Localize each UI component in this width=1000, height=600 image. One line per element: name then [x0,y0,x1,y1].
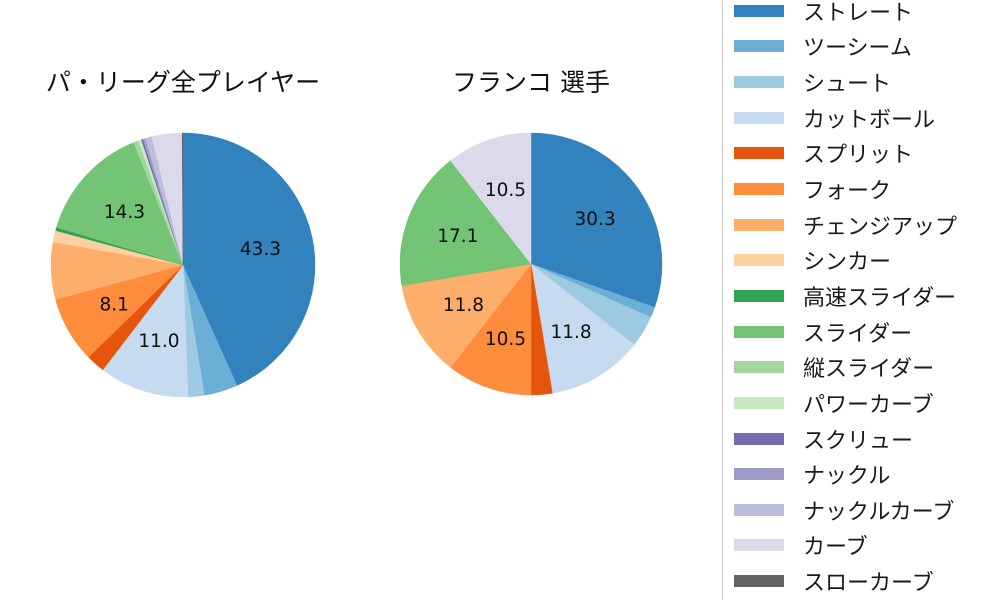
legend-item: 縦スライダー [723,349,1000,385]
legend-swatch-icon [734,468,784,481]
pie-slice-9 [56,142,184,266]
legend-item: スプリット [723,136,1000,172]
legend-swatch-icon [734,254,784,267]
legend-swatch-icon [734,289,784,302]
legend-item-label: フォーク [803,179,892,205]
legend-swatch-icon [734,539,784,552]
legend-item: ナックル [723,456,1000,492]
legend-item-label: スクリュー [803,428,914,454]
slice-percent-label: 11.8 [443,295,484,316]
legend: ストレートツーシームシュートカットボール スプリットフォークチェンジアップ シンカー… [722,0,1000,600]
legend-item-label: シュート [803,72,892,98]
legend-swatch-icon [734,76,784,89]
legend-item-label: ナックルカーブ [803,499,955,525]
legend-item: スローカーブ [723,563,1000,599]
legend-swatch-icon [734,183,784,196]
pie-slice-3 [530,263,635,394]
legend-swatch-icon [734,361,784,374]
slice-percent-label: 11.8 [550,322,591,343]
legend-item: スライダー [723,314,1000,350]
slice-percent-label: 10.5 [485,329,526,350]
slice-percent-label: 43.3 [240,239,281,260]
legend-item: ナックルカーブ [723,492,1000,528]
legend-item-label: ナックル [803,464,891,490]
legend-item-label: スライダー [803,321,913,347]
legend-swatch-icon [734,575,784,588]
slice-percent-label: 17.1 [437,226,478,247]
legend-item: フォーク [723,171,1000,207]
pie-slice-3 [102,264,189,398]
legend-item-label: ツーシーム [803,36,912,62]
legend-item-label: カーブ [803,535,868,561]
legend-item-label: チェンジアップ [803,214,958,240]
legend-swatch-icon [734,218,784,231]
legend-item-label: ストレート [803,0,914,26]
legend-item: カットボール [723,100,1000,136]
legend-item: スクリュー [723,421,1000,457]
legend-swatch-icon [734,503,784,516]
pie-chart-left: 43.3 11.0 8.1 14.3 [50,132,316,398]
legend-swatch-icon [734,111,784,124]
legend-swatch-icon [734,40,784,53]
left-pie-title: パ・リーグ全プレイヤー [45,68,321,97]
legend-item: パワーカーブ [723,385,1000,421]
right-pie-title: フランコ 選手 [452,68,610,97]
legend-item-label: 高速スライダー [803,285,957,311]
pie-slice-8 [450,132,532,265]
pie-slice-6 [401,263,532,368]
legend-item: シュート [723,64,1000,100]
legend-item: シンカー [723,242,1000,278]
slice-percent-label: 14.3 [104,202,145,223]
legend-item-label: スプリット [803,143,914,169]
slice-percent-label: 30.3 [574,209,615,230]
legend-swatch-icon [734,325,784,338]
legend-swatch-icon [734,432,784,445]
slice-percent-label: 11.0 [138,331,179,352]
legend-item-label: シンカー [803,250,892,276]
legend-item-label: スローカーブ [803,571,934,597]
legend-item-label: カットボール [803,107,936,133]
slice-percent-label: 8.1 [99,295,128,316]
legend-item-label: 縦スライダー [803,357,935,383]
legend-item: 高速スライダー [723,278,1000,314]
pie-slice-0 [530,132,663,308]
legend-item: ツーシーム [723,29,1000,65]
legend-item: ストレート [723,0,1000,29]
legend-item: チェンジアップ [723,207,1000,243]
legend-swatch-icon [734,396,784,409]
pie-chart-right: 30.311.810.511.817.110.5 [399,132,663,396]
pie-slice-5 [450,263,532,396]
legend-swatch-icon [734,147,784,160]
slice-percent-label: 10.5 [485,180,526,201]
legend-item: カーブ [723,528,1000,564]
pie-slice-16 [181,132,184,266]
legend-swatch-icon [734,4,784,17]
pie-slice-7 [399,160,532,287]
pie-slice-0 [182,132,316,386]
legend-item-label: パワーカーブ [803,392,934,418]
